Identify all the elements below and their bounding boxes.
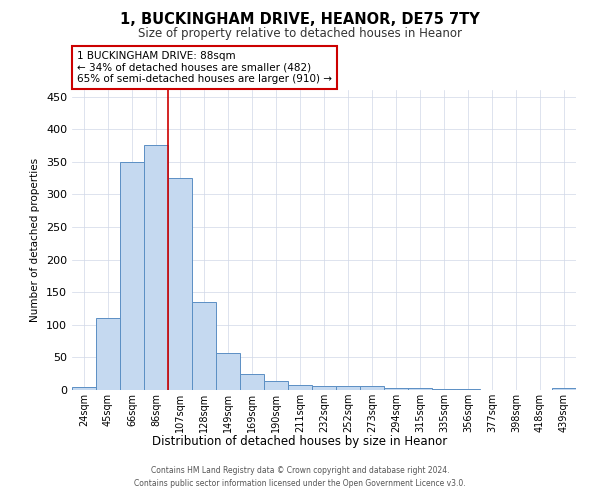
Bar (216, 353, 240, 390)
Bar (456, 388, 480, 390)
Bar (336, 386, 360, 390)
Y-axis label: Number of detached properties: Number of detached properties (31, 158, 40, 322)
Bar (120, 162, 144, 390)
Text: Contains HM Land Registry data © Crown copyright and database right 2024.
Contai: Contains HM Land Registry data © Crown c… (134, 466, 466, 487)
Bar (288, 386, 312, 390)
Text: Size of property relative to detached houses in Heanor: Size of property relative to detached ho… (138, 28, 462, 40)
Bar (312, 386, 336, 390)
Bar (96, 318, 120, 390)
Bar (168, 178, 192, 390)
Bar (432, 388, 456, 390)
Bar (552, 388, 576, 390)
Bar (264, 381, 288, 390)
Bar (72, 386, 96, 390)
Bar (360, 386, 384, 390)
Text: 1, BUCKINGHAM DRIVE, HEANOR, DE75 7TY: 1, BUCKINGHAM DRIVE, HEANOR, DE75 7TY (120, 12, 480, 28)
Bar (144, 146, 168, 390)
Bar (384, 388, 408, 390)
Bar (192, 302, 216, 390)
Bar (240, 374, 264, 390)
Text: 1 BUCKINGHAM DRIVE: 88sqm
← 34% of detached houses are smaller (482)
65% of semi: 1 BUCKINGHAM DRIVE: 88sqm ← 34% of detac… (77, 51, 332, 84)
Bar (408, 388, 432, 390)
Text: Distribution of detached houses by size in Heanor: Distribution of detached houses by size … (152, 435, 448, 448)
